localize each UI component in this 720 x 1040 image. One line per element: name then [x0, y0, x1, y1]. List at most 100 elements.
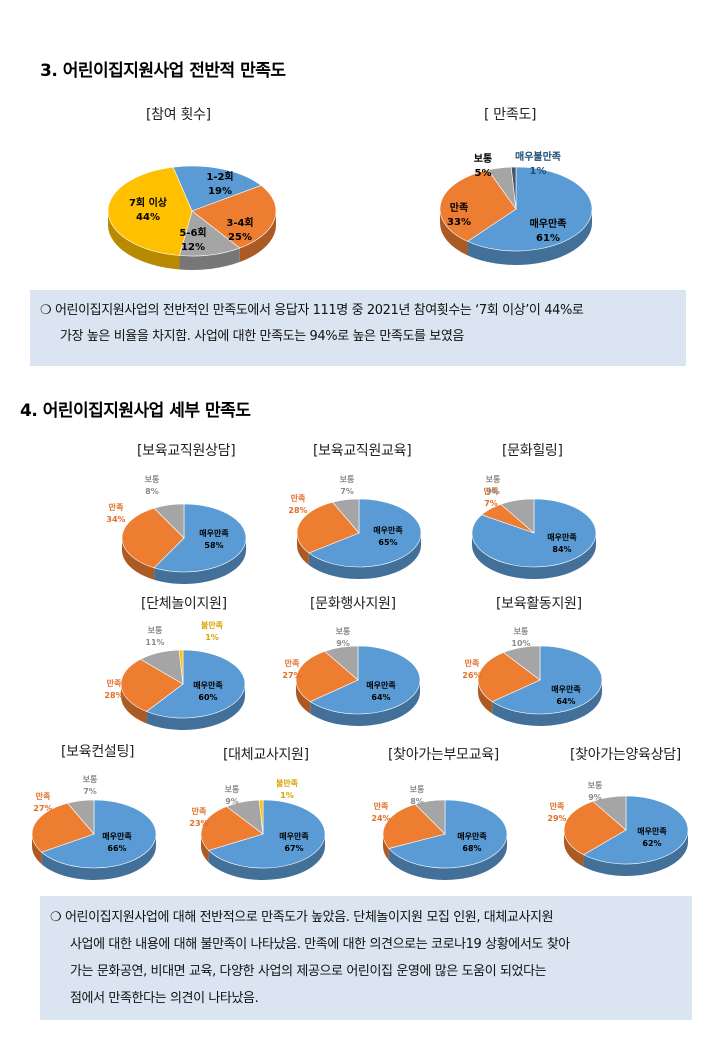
slice-value-label: 44% — [136, 212, 160, 223]
pie-slice — [153, 503, 185, 539]
slice-value-label: 27% — [282, 671, 301, 680]
pie-slice-side — [32, 834, 42, 865]
slice-category-label: 만족 — [36, 791, 51, 801]
chart-title: [보육컨설팅] — [61, 744, 135, 760]
slice-value-label: 67% — [284, 844, 303, 853]
pie-slice — [208, 799, 326, 869]
slice-value-label: 9% — [336, 639, 350, 648]
slice-category-label: 매우만족 — [547, 532, 577, 542]
slice-category-label: 보통 — [486, 474, 501, 484]
slice-value-label: 1% — [205, 633, 219, 642]
slice-value-label: 60% — [198, 693, 217, 702]
chart-title: [문화행사지원] — [310, 596, 396, 612]
slice-value-label: 26% — [462, 671, 481, 680]
slice-category-label: 보통 — [340, 474, 355, 484]
pie-slice-side — [41, 834, 156, 880]
pie-slice — [582, 795, 689, 865]
slice-category-label: 3-4회 — [226, 216, 253, 229]
slice-category-label: 매우만족 — [279, 831, 309, 841]
slice-category-label: 보통 — [474, 153, 492, 165]
pie-slice — [563, 800, 627, 856]
slice-value-label: 12% — [181, 242, 205, 253]
pie-slice-side — [297, 533, 309, 565]
slice-value-label: 23% — [189, 819, 208, 828]
slice-category-label: 1-2회 — [206, 170, 233, 183]
slice-category-label: 보통 — [83, 774, 98, 784]
slice-value-label: 34% — [106, 515, 125, 524]
pie-slice — [67, 799, 95, 835]
slice-category-label: 매우만족 — [457, 831, 487, 841]
slice-category-label: 5-6회 — [179, 226, 206, 239]
chart-title: [참여 횟수] — [146, 107, 211, 123]
slice-value-label: 28% — [104, 691, 123, 700]
section3-summary-box: ❍ 어린이집지원사업의 전반적인 만족도에서 응답자 111명 중 2021년 … — [30, 290, 686, 366]
slice-category-label: 만족 — [285, 658, 300, 668]
pie-slice-side — [310, 680, 420, 726]
slice-value-label: 8% — [145, 487, 159, 496]
slice-value-label: 1% — [280, 791, 294, 800]
slice-value-label: 68% — [462, 844, 481, 853]
pie-slice-side — [564, 830, 584, 867]
chart-title: [ 만족도] — [484, 107, 537, 123]
pie-slice-side — [583, 830, 688, 876]
slice-category-label: 보통 — [145, 474, 160, 484]
pie-slice — [382, 803, 446, 849]
slice-value-label: 66% — [107, 844, 126, 853]
slice-category-label: 보통 — [336, 626, 351, 636]
section4-summary-line-4: 점에서 만족한다는 의견이 나타났음. — [70, 991, 259, 1006]
slice-value-label: 62% — [642, 839, 661, 848]
chart-title: [보육교직원교육] — [313, 443, 412, 459]
pie-slice — [107, 166, 193, 256]
slice-value-label: 58% — [204, 541, 223, 550]
slice-category-label: 보통 — [588, 780, 603, 790]
slice-category-label: 만족 — [291, 493, 306, 503]
pie-slice — [172, 165, 262, 212]
pie-slice-side — [108, 211, 180, 270]
pie-slice — [120, 658, 184, 712]
pie-slice — [296, 501, 360, 554]
slice-value-label: 7% — [83, 787, 97, 796]
slice-category-label: 매우만족 — [366, 680, 396, 690]
slice-value-label: 7% — [484, 499, 498, 508]
pie-slice-side — [179, 248, 240, 270]
pie-slice-side — [121, 684, 147, 724]
section4-summary-line-3: 가는 문화공연, 비대면 교육, 다양한 사업의 제공으로 어린이집 운영에 많… — [70, 964, 547, 979]
slice-value-label: 9% — [486, 487, 500, 496]
slice-value-label: 84% — [552, 545, 571, 554]
slice-category-label: 보통 — [148, 625, 163, 635]
pie-slice — [145, 649, 246, 719]
slice-category-label: 보통 — [225, 784, 240, 794]
section4-heading: 4. 어린이집지원사업 세부 만족도 — [20, 401, 251, 421]
slice-category-label: 만족 — [484, 486, 499, 496]
section4-summary-line-1: ❍ 어린이집지원사업에 대해 전반적으로 만족도가 높았음. 단체놀이지원 모집… — [50, 910, 554, 925]
slice-category-label: 만족 — [465, 658, 480, 668]
slice-value-label: 7% — [340, 487, 354, 496]
slice-value-label: 64% — [371, 693, 390, 702]
chart-title: [보육활동지원] — [496, 596, 582, 612]
pie-slice — [308, 498, 422, 568]
slice-value-label: 64% — [556, 697, 575, 706]
slice-value-label: 10% — [511, 639, 530, 648]
section3-summary-line-2: 가장 높은 비율을 차지함. 사업에 대한 만족도는 94%로 높은 만족도를 … — [60, 329, 464, 344]
slice-value-label: 61% — [536, 233, 560, 244]
pie-slice — [502, 645, 541, 681]
pie-slice-side — [383, 834, 389, 861]
slice-value-label: 27% — [33, 804, 52, 813]
pie-slice — [332, 498, 360, 534]
pie-slice — [178, 649, 184, 685]
pie-slice — [31, 802, 95, 853]
pie-slice — [481, 503, 535, 534]
slice-category-label: 매우만족 — [637, 826, 667, 836]
slice-value-label: 25% — [228, 232, 252, 243]
pie-slice — [295, 650, 359, 703]
slice-value-label: 33% — [447, 217, 471, 228]
chart-title: [단체놀이지원] — [141, 596, 227, 612]
pie-slice — [592, 795, 627, 831]
pie-slice-side — [308, 533, 421, 580]
pie-slice — [200, 806, 264, 851]
slice-value-label: 29% — [547, 814, 566, 823]
